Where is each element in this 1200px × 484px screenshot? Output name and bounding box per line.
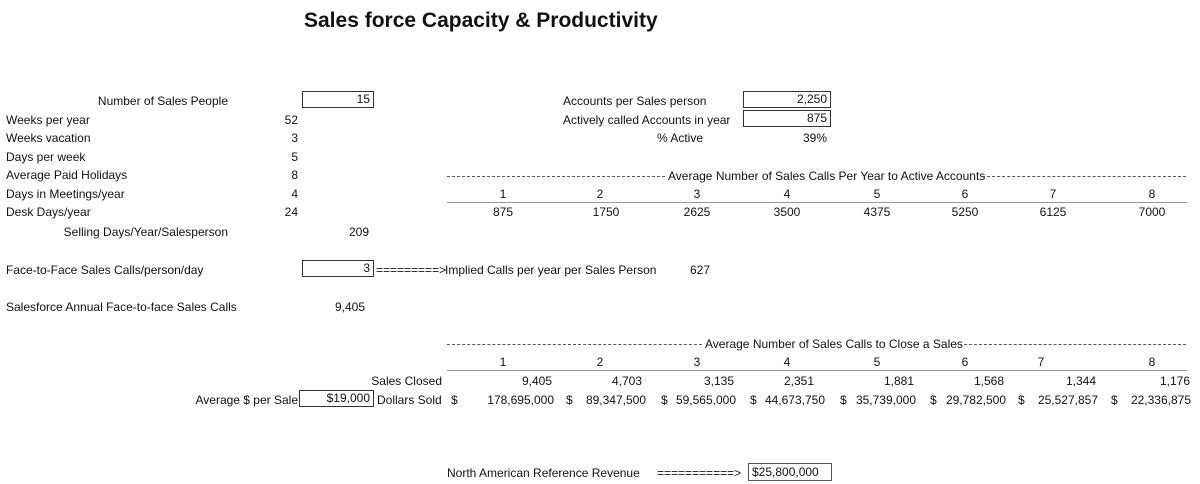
table2-col-header: 1	[499, 355, 507, 369]
table2-col-header: 8	[1148, 355, 1156, 369]
implied-calls-value: 627	[690, 263, 711, 277]
annual-calls-value: 9,405	[334, 300, 365, 314]
table1-rule	[447, 202, 1187, 203]
dollars-sold-value: 89,347,500	[585, 393, 646, 407]
sales-closed-value: 3,135	[703, 374, 734, 388]
currency-symbol: $	[661, 393, 668, 407]
table2-col-header: 7	[1037, 355, 1045, 369]
accounts-per-input[interactable]: 2,250	[743, 91, 831, 108]
days-per-week-value[interactable]: 5	[291, 150, 298, 164]
num-sales-people-input[interactable]: 15	[302, 91, 374, 108]
annual-calls-label: Salesforce Annual Face-to-face Sales Cal…	[6, 300, 237, 314]
avg-per-sale-input[interactable]: $19,000	[299, 390, 374, 407]
table1-value: 5250	[951, 205, 979, 219]
avg-per-sale-label: Average $ per Sale	[195, 393, 298, 407]
sales-closed-value: 1,176	[1159, 374, 1190, 388]
weeks-per-year-value[interactable]: 52	[284, 113, 298, 127]
sales-closed-value: 1,344	[1065, 374, 1096, 388]
selling-days-label: Selling Days/Year/Salesperson	[63, 225, 228, 239]
table2-header-rule-right	[954, 344, 1186, 345]
f2f-calls-label: Face-to-Face Sales Calls/person/day	[6, 263, 204, 277]
reference-value-input[interactable]: $25,800,000	[748, 463, 832, 481]
days-in-meetings-label: Days in Meetings/year	[6, 187, 125, 201]
days-in-meetings-value[interactable]: 4	[291, 187, 298, 201]
num-sales-people-label: Number of Sales People	[97, 94, 228, 108]
f2f-calls-input[interactable]: 3	[302, 260, 374, 277]
dollars-sold-label: Dollars Sold	[377, 393, 442, 407]
table1-col-header: 5	[873, 187, 881, 201]
table2-col-header: 2	[596, 355, 604, 369]
pct-active-label: % Active	[656, 131, 704, 145]
table1-value: 875	[492, 205, 514, 219]
selling-days-value: 209	[348, 225, 369, 239]
days-per-week-label: Days per week	[6, 150, 86, 164]
table2-col-header: 4	[783, 355, 791, 369]
table2-col-header: 5	[873, 355, 881, 369]
active-called-label: Actively called Accounts in year	[563, 113, 731, 127]
currency-symbol: $	[930, 393, 937, 407]
table2-col-header: 6	[961, 355, 969, 369]
table1-header-rule-left	[447, 176, 665, 177]
weeks-vacation-value[interactable]: 3	[291, 131, 298, 145]
reference-arrow: ===========>	[657, 466, 742, 480]
sales-closed-label: Sales Closed	[371, 374, 442, 388]
table1-header-rule-right	[982, 176, 1186, 177]
table2-header: Average Number of Sales Calls to Close a…	[705, 337, 963, 351]
currency-symbol: $	[840, 393, 847, 407]
desk-days-value[interactable]: 24	[284, 205, 298, 219]
page-title: Sales force Capacity & Productivity	[304, 9, 658, 32]
currency-symbol: $	[1018, 393, 1025, 407]
paid-holidays-value[interactable]: 8	[291, 168, 298, 182]
table1-col-header: 2	[596, 187, 604, 201]
dollars-sold-value: 25,527,857	[1037, 393, 1098, 407]
sales-closed-value: 2,351	[783, 374, 814, 388]
table1-value: 7000	[1138, 205, 1166, 219]
currency-symbol: $	[1111, 393, 1118, 407]
table2-header-rule-left	[447, 344, 702, 345]
table1-col-header: 1	[499, 187, 507, 201]
weeks-vacation-label: Weeks vacation	[6, 131, 91, 145]
sales-closed-value: 1,568	[973, 374, 1004, 388]
table1-col-header: 3	[693, 187, 701, 201]
dollars-sold-value: 29,782,500	[945, 393, 1006, 407]
currency-symbol: $	[451, 393, 458, 407]
table1-col-header: 7	[1049, 187, 1057, 201]
table1-value: 1750	[592, 205, 620, 219]
table1-value: 2625	[683, 205, 711, 219]
sales-closed-value: 4,703	[611, 374, 642, 388]
currency-symbol: $	[750, 393, 757, 407]
dollars-sold-value: 22,336,875	[1130, 393, 1191, 407]
table2-rule	[447, 370, 1187, 371]
paid-holidays-label: Average Paid Holidays	[6, 168, 128, 182]
sales-closed-value: 9,405	[521, 374, 552, 388]
dollars-sold-value: 35,739,000	[855, 393, 916, 407]
accounts-per-label: Accounts per Sales person	[563, 94, 707, 108]
pct-active-value: 39%	[802, 131, 827, 145]
table1-header: Average Number of Sales Calls Per Year t…	[668, 169, 986, 183]
table1-value: 3500	[773, 205, 801, 219]
table1-value: 4375	[863, 205, 891, 219]
table2-col-header: 3	[693, 355, 701, 369]
active-called-input[interactable]: 875	[743, 110, 831, 127]
table1-value: 6125	[1039, 205, 1067, 219]
dollars-sold-value: 59,565,000	[675, 393, 736, 407]
weeks-per-year-label: Weeks per year	[6, 113, 90, 127]
table1-col-header: 4	[783, 187, 791, 201]
table1-col-header: 8	[1148, 187, 1156, 201]
sales-closed-value: 1,881	[883, 374, 914, 388]
arrow-implied: =========>	[376, 263, 447, 277]
desk-days-label: Desk Days/year	[6, 205, 91, 219]
table1-col-header: 6	[961, 187, 969, 201]
currency-symbol: $	[566, 393, 573, 407]
reference-label: North American Reference Revenue	[447, 466, 640, 480]
dollars-sold-value: 178,695,000	[487, 393, 554, 407]
implied-calls-label: Implied Calls per year per Sales Person	[445, 263, 657, 277]
dollars-sold-value: 44,673,750	[764, 393, 825, 407]
